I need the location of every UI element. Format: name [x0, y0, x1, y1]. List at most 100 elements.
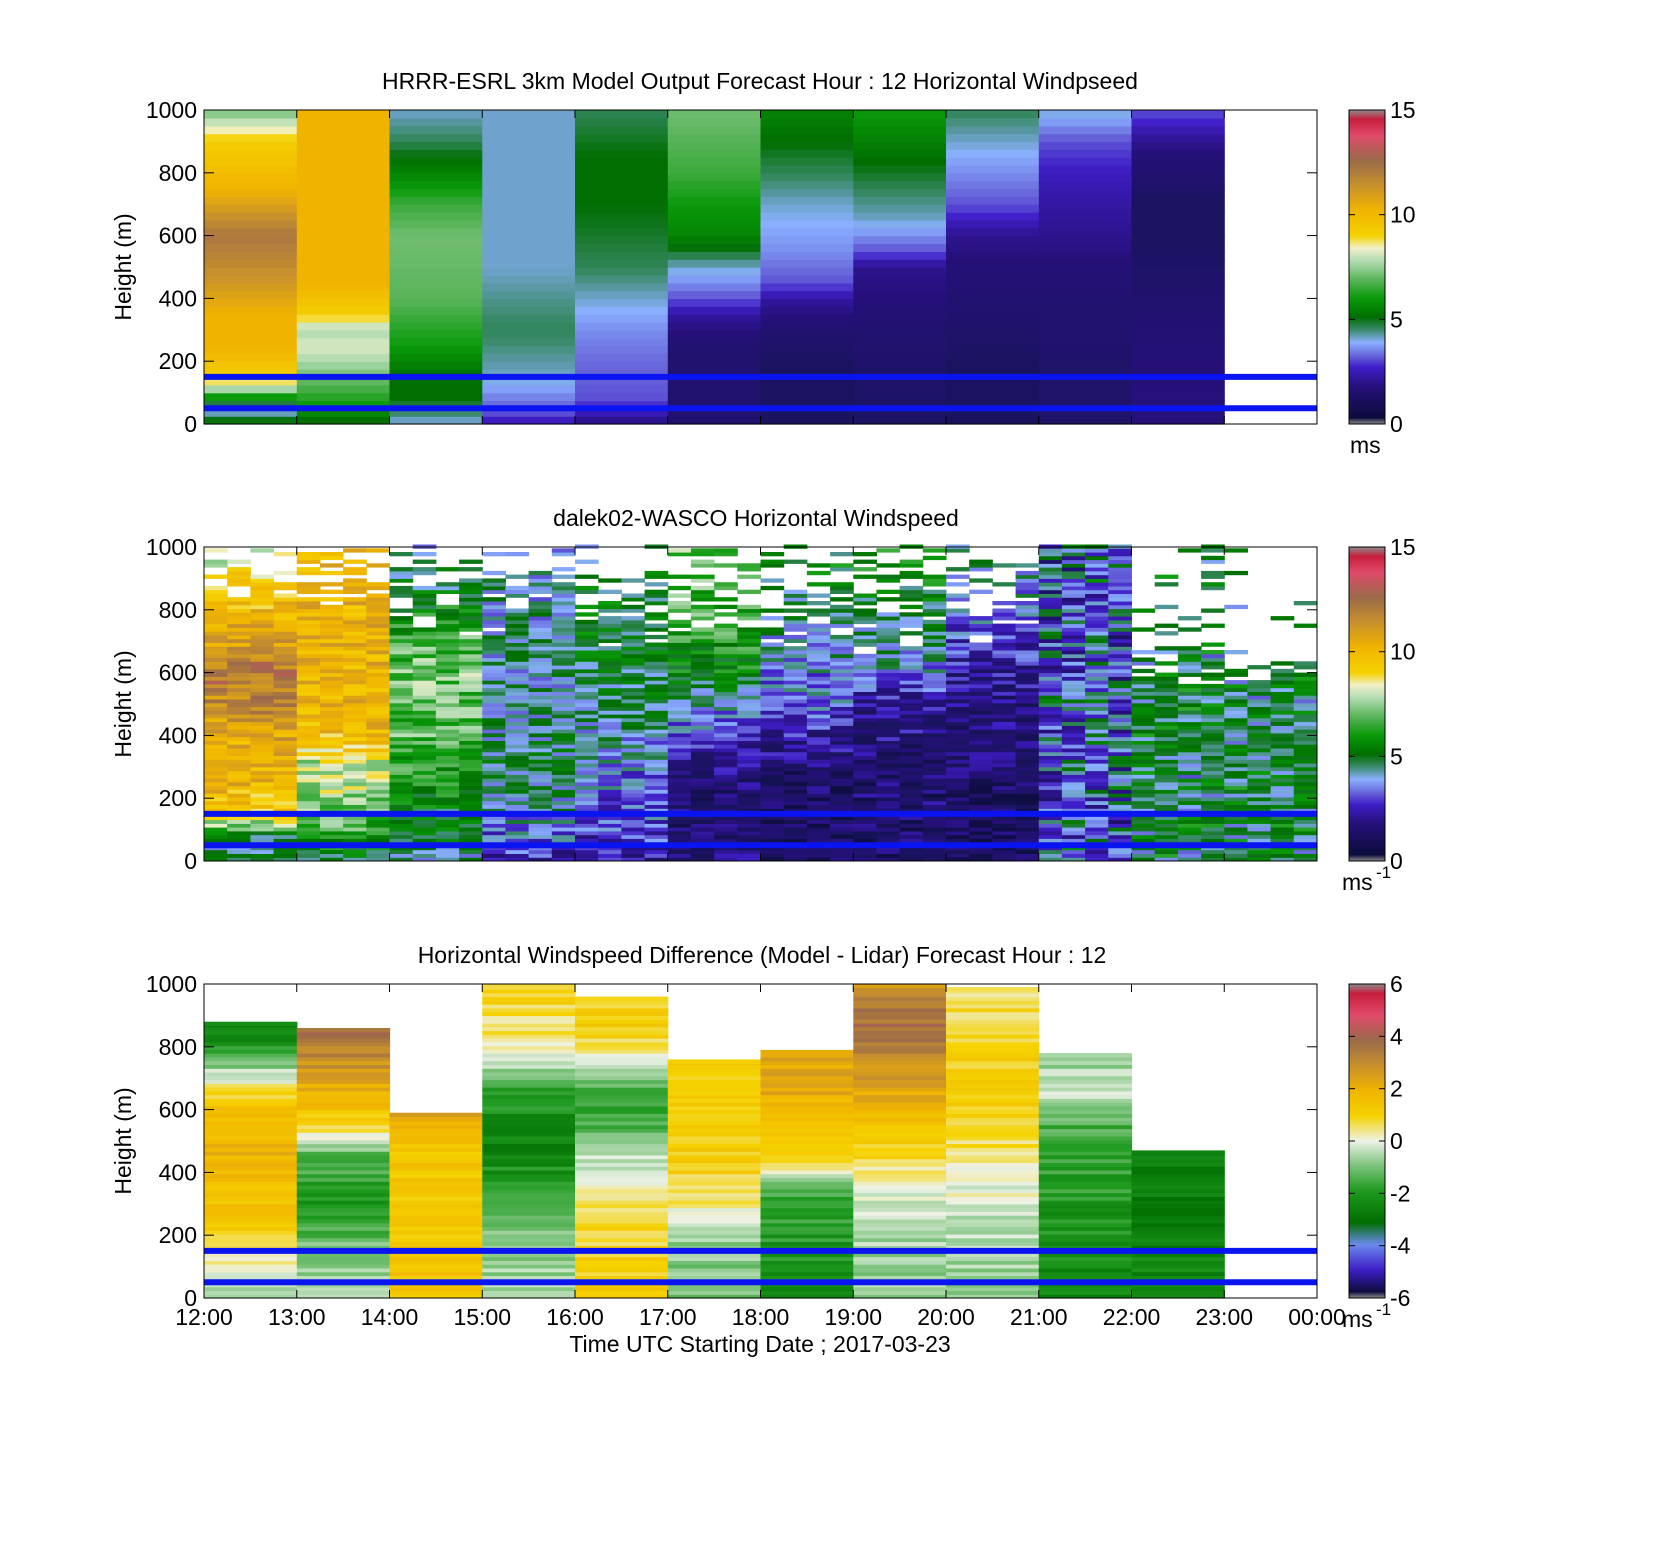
heatmap-cell — [482, 612, 506, 617]
heatmap-cell — [853, 314, 947, 323]
heatmap-cell — [853, 827, 877, 832]
heatmap-cell — [1177, 748, 1202, 753]
heatmap-cell — [969, 823, 993, 828]
heatmap-cell — [922, 717, 947, 723]
heatmap-cell — [296, 661, 321, 666]
heatmap-cell — [714, 634, 738, 640]
heatmap-cell — [644, 589, 669, 594]
heatmap-cell — [946, 1022, 1040, 1028]
heatmap-cell — [690, 736, 715, 741]
heatmap-cell — [922, 819, 947, 824]
heatmap-cell — [482, 736, 506, 741]
heatmap-cell — [667, 251, 762, 260]
heatmap-cell — [598, 608, 622, 613]
heatmap-cell — [459, 691, 483, 696]
heatmap-cell — [760, 653, 785, 659]
heatmap-cell — [296, 1109, 391, 1114]
heatmap-cell — [1154, 631, 1179, 636]
heatmap-cell — [366, 853, 390, 858]
heatmap-cell — [1038, 1132, 1133, 1137]
heatmap-cell — [946, 714, 970, 719]
heatmap-cell — [482, 1151, 576, 1156]
heatmap-cell — [551, 642, 576, 647]
heatmap-cell — [204, 623, 228, 628]
heatmap-cell — [273, 755, 298, 760]
heatmap-cell — [1085, 857, 1109, 862]
heatmap-cell — [389, 552, 414, 557]
heatmap-cell — [319, 570, 344, 576]
heatmap-cell — [690, 627, 715, 632]
heatmap-cell — [204, 1192, 298, 1197]
heatmap-cell — [853, 676, 877, 681]
heatmap-cell — [1061, 800, 1086, 805]
heatmap-cell — [969, 661, 993, 666]
heatmap-cell — [204, 212, 298, 221]
heatmap-cell — [459, 808, 483, 813]
heatmap-cell — [1270, 725, 1295, 730]
heatmap-cell — [319, 853, 344, 858]
heatmap-cell — [830, 748, 854, 753]
heatmap-cell — [551, 819, 576, 824]
heatmap-cell — [644, 680, 669, 685]
heatmap-cell — [575, 204, 669, 213]
heatmap-cell — [482, 996, 576, 1001]
heatmap-cell — [737, 751, 761, 756]
heatmap-cell — [1201, 763, 1225, 768]
heatmap-cell — [1270, 808, 1295, 813]
heatmap-cell — [922, 744, 947, 749]
heatmap-cell — [528, 683, 553, 689]
heatmap-cell — [575, 1132, 669, 1137]
heatmap-cell — [946, 212, 1040, 221]
heatmap-cell — [922, 800, 947, 805]
heatmap-cell — [528, 650, 553, 655]
heatmap-cell — [575, 612, 599, 617]
colorbar-tick-label: -4 — [1390, 1233, 1411, 1259]
heatmap-cell — [783, 838, 808, 843]
heatmap-cell — [876, 736, 901, 741]
heatmap-cell — [922, 732, 947, 738]
heatmap-cell — [969, 774, 993, 779]
heatmap-cell — [1177, 815, 1202, 821]
heatmap-cell — [853, 1034, 947, 1039]
heatmap-cell — [1131, 376, 1225, 386]
heatmap-cell — [575, 819, 599, 824]
heatmap-cell — [575, 1034, 669, 1039]
heatmap-cell — [1131, 1226, 1225, 1231]
heatmap-cell — [1015, 815, 1040, 821]
heatmap-cell — [250, 597, 275, 602]
heatmap-cell — [1085, 785, 1109, 790]
heatmap-cell — [319, 638, 344, 643]
heatmap-cell — [319, 763, 344, 768]
heatmap-cell — [412, 650, 437, 655]
heatmap-cell — [621, 800, 646, 805]
heatmap-cell — [528, 804, 553, 809]
heatmap-cell — [1247, 736, 1272, 741]
heatmap-cell — [876, 699, 901, 704]
heatmap-cell — [482, 1102, 576, 1107]
heatmap-cell — [1085, 642, 1109, 647]
heatmap-cell — [482, 1064, 576, 1069]
heatmap-cell — [482, 235, 576, 245]
heatmap-cell — [482, 827, 506, 832]
heatmap-cell — [227, 597, 251, 602]
heatmap-cell — [343, 755, 367, 760]
heatmap-cell — [644, 676, 669, 681]
heatmap-cell — [1085, 597, 1109, 602]
heatmap-cell — [667, 1196, 762, 1201]
heatmap-cell — [296, 212, 391, 221]
heatmap-cell — [319, 680, 344, 685]
heatmap-cell — [389, 196, 483, 205]
heatmap-cell — [737, 838, 761, 843]
colorbar-tick-label: 0 — [1390, 411, 1403, 437]
heatmap-cell — [1085, 672, 1109, 677]
heatmap-cell — [714, 744, 738, 749]
heatmap-cell — [1038, 638, 1063, 643]
heatmap-cell — [946, 1060, 1040, 1065]
heatmap-cell — [621, 781, 646, 787]
heatmap-cell — [969, 834, 993, 839]
heatmap-cell — [343, 548, 367, 553]
heatmap-cell — [899, 585, 924, 591]
heatmap-cell — [760, 164, 854, 174]
heatmap-cell — [296, 585, 321, 591]
heatmap-cell — [714, 627, 738, 632]
